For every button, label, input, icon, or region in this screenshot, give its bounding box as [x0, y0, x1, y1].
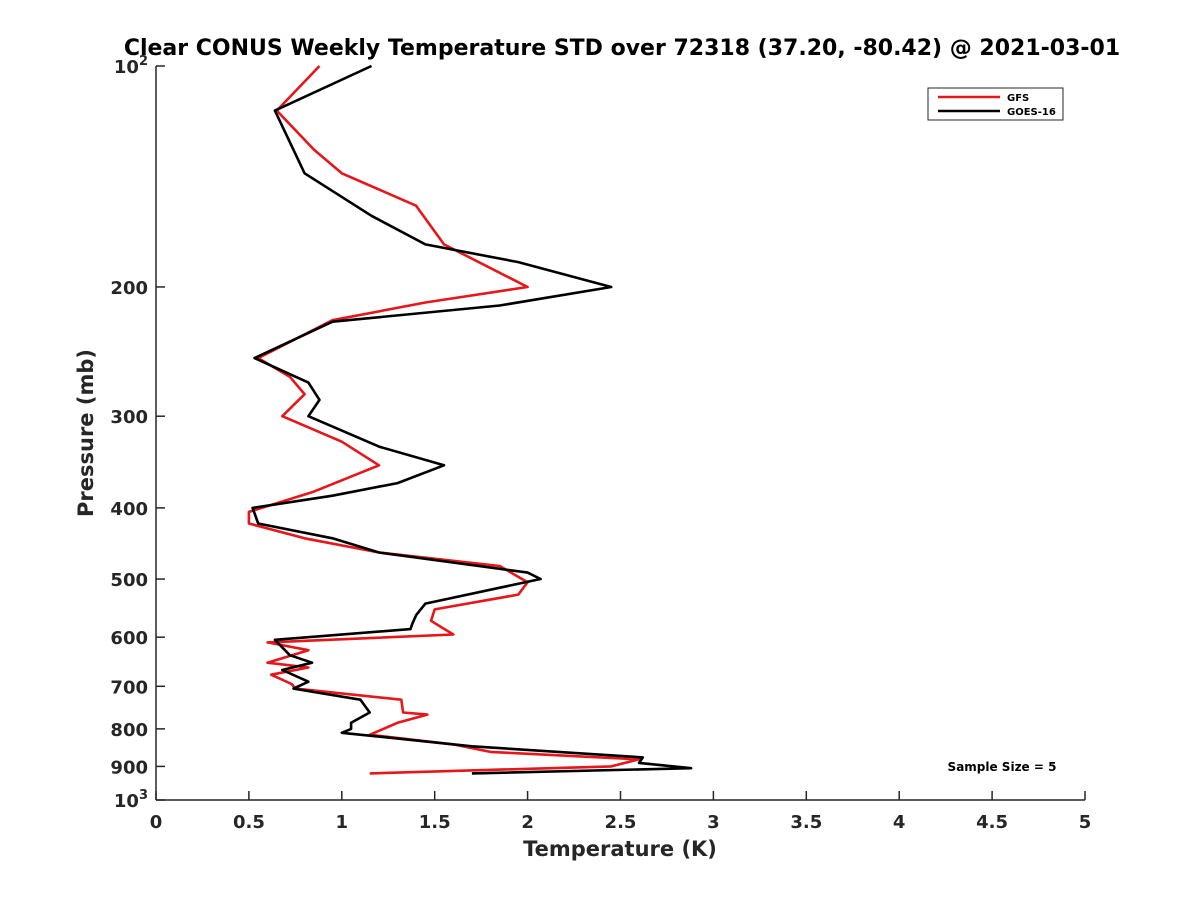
x-tick-label: 2.5: [605, 812, 637, 833]
sample-size-annotation: Sample Size = 5: [948, 760, 1057, 774]
y-tick-label: 500: [110, 570, 148, 591]
legend-label-goes-16: GOES-16: [1007, 107, 1056, 118]
y-axis-label: Pressure (mb): [74, 349, 98, 517]
x-tick-label: 0: [150, 812, 163, 833]
y-tick-label: 900: [110, 757, 148, 778]
x-tick-label: 4.5: [976, 812, 1008, 833]
y-ticks: 102 200 300 400 500 600 700 800 900 103: [110, 54, 165, 812]
series-line-gfs: [247, 65, 641, 775]
x-tick-label: 1.5: [419, 812, 451, 833]
x-tick-label: 0.5: [233, 812, 265, 833]
legend-label-gfs: GFS: [1007, 93, 1029, 104]
axes: 0 0.5 1 1.5 2 2.5 3 3.5 4 4.5 5 102 200 300 400 500 600…: [110, 54, 1091, 833]
plot-series: [247, 64, 693, 775]
x-tick-label: 1: [336, 812, 349, 833]
chart-title: Clear CONUS Weekly Temperature STD over …: [124, 36, 1120, 61]
y-tick-label: 700: [110, 677, 148, 698]
x-tick-label: 3: [707, 812, 720, 833]
x-tick-label: 3.5: [790, 812, 822, 833]
y-tick-label: 102: [114, 54, 148, 78]
x-ticks: 0 0.5 1 1.5 2 2.5 3 3.5 4 4.5 5: [150, 791, 1092, 833]
y-tick-label: 400: [110, 499, 148, 520]
y-tick-label: 800: [110, 720, 148, 741]
x-tick-label: 5: [1079, 812, 1092, 833]
x-tick-label: 2: [521, 812, 534, 833]
series-line-goes-16: [251, 64, 693, 775]
legend: GFS GOES-16: [927, 87, 1064, 121]
y-tick-label: 103: [114, 788, 148, 812]
x-tick-label: 4: [893, 812, 906, 833]
legend-box: [927, 87, 1064, 121]
y-tick-label: 600: [110, 628, 148, 649]
y-tick-label: 300: [110, 407, 148, 428]
y-tick-label: 200: [110, 278, 148, 299]
x-axis-label: Temperature (K): [523, 837, 717, 861]
